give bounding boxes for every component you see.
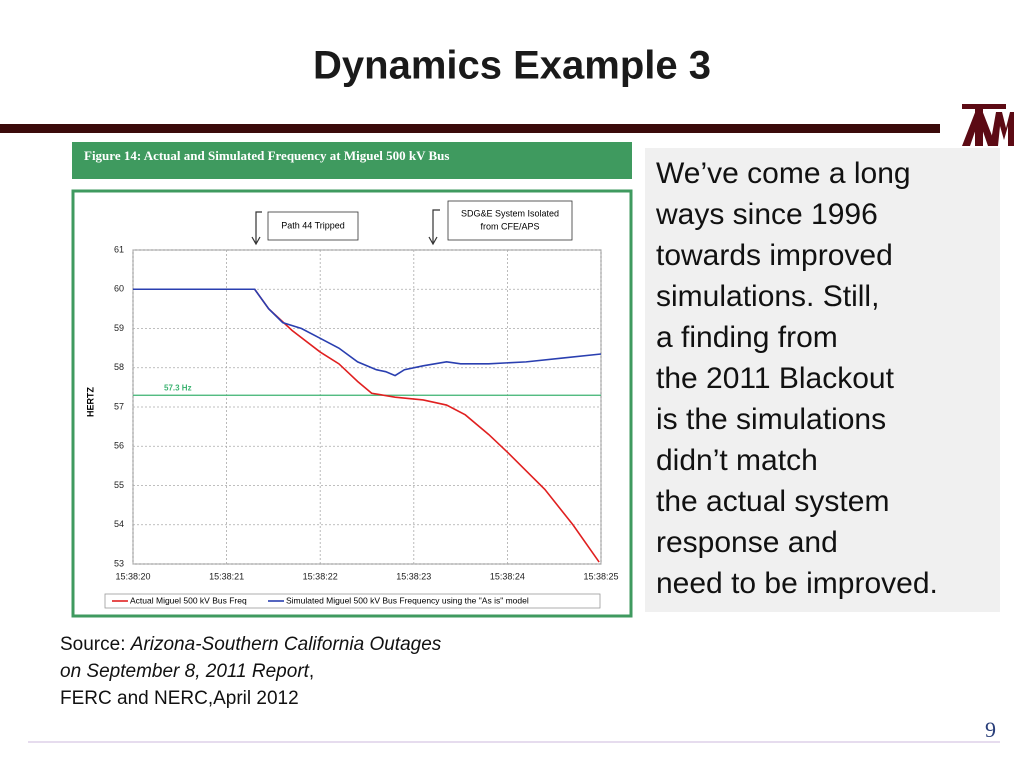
source-report: on September 8, 2011 Report [60, 661, 310, 682]
annotation-arrow [428, 209, 440, 246]
body-line: the actual system [656, 485, 889, 518]
text-box [645, 148, 1000, 612]
x-tick-label: 15:38:23 [396, 571, 431, 581]
y-tick-label: 56 [114, 441, 124, 451]
legend-label: Actual Miguel 500 kV Bus Freq [130, 595, 247, 605]
y-tick-label: 60 [114, 284, 124, 294]
source-prefix: Source: [60, 634, 131, 655]
y-axis-label: HERTZ [85, 387, 95, 417]
y-tick-label: 54 [114, 519, 124, 529]
legend-label: Simulated Miguel 500 kV Bus Frequency us… [286, 595, 529, 605]
body-line: didn’t match [656, 444, 818, 477]
series-line [133, 288, 602, 377]
slide-title: Dynamics Example 3 [313, 44, 711, 88]
source-authors: FERC and NERC,April 2012 [60, 688, 299, 709]
body-line: need to be improved. [656, 567, 938, 600]
source-line: on September 8, 2011 Report, [60, 661, 314, 682]
x-tick-label: 15:38:20 [115, 571, 150, 581]
source-line: Source: Arizona-Southern California Outa… [60, 634, 442, 655]
source-report: Arizona-Southern California Outages [130, 634, 442, 655]
body-line: a finding from [656, 321, 838, 354]
page-number: 9 [985, 717, 996, 742]
x-tick-label: 15:38:21 [209, 571, 244, 581]
annotation-arrow [251, 211, 262, 246]
x-tick-label: 15:38:22 [303, 571, 338, 581]
annotation-box [267, 211, 359, 241]
figure-caption-bar [72, 142, 632, 179]
body-line: is the simulations [656, 403, 886, 436]
body-line: simulations. Still, [656, 280, 879, 313]
body-line: towards improved [656, 239, 893, 272]
logo [962, 104, 1014, 146]
y-tick-label: 61 [114, 244, 124, 254]
x-tick-label: 15:38:24 [490, 571, 525, 581]
annotation-box [447, 200, 573, 241]
plot: 53 54 55 56 57 58 59 60 61 15:38:20 15:38:21 15:38:… [85, 200, 619, 609]
body-line: the 2011 Blackout [656, 362, 895, 395]
annotation: from CFE/APS [480, 221, 539, 231]
y-tick-label: 58 [114, 362, 124, 372]
y-tick-label: 59 [114, 323, 124, 333]
y-tick-label: 55 [114, 480, 124, 490]
reference-label: 57.3 Hz [164, 383, 192, 392]
figure-caption: Figure 14: Actual and Simulated Frequenc… [84, 148, 449, 163]
body-line: ways since 1996 [655, 198, 878, 231]
annotation: SDG&E System Isolated [461, 208, 559, 218]
body-line: We’ve come a long [656, 157, 911, 190]
y-tick-label: 57 [114, 401, 124, 411]
y-tick-label: 53 [114, 558, 124, 568]
source-separator: , [309, 661, 314, 682]
legend-box [104, 593, 601, 609]
body-line: response and [656, 526, 838, 559]
title-rule [0, 124, 940, 133]
x-tick-label: 15:38:25 [583, 571, 618, 581]
body-text: We’ve come a long ways since 1996 towards … [655, 157, 938, 600]
annotation: Path 44 Tripped [281, 220, 345, 230]
